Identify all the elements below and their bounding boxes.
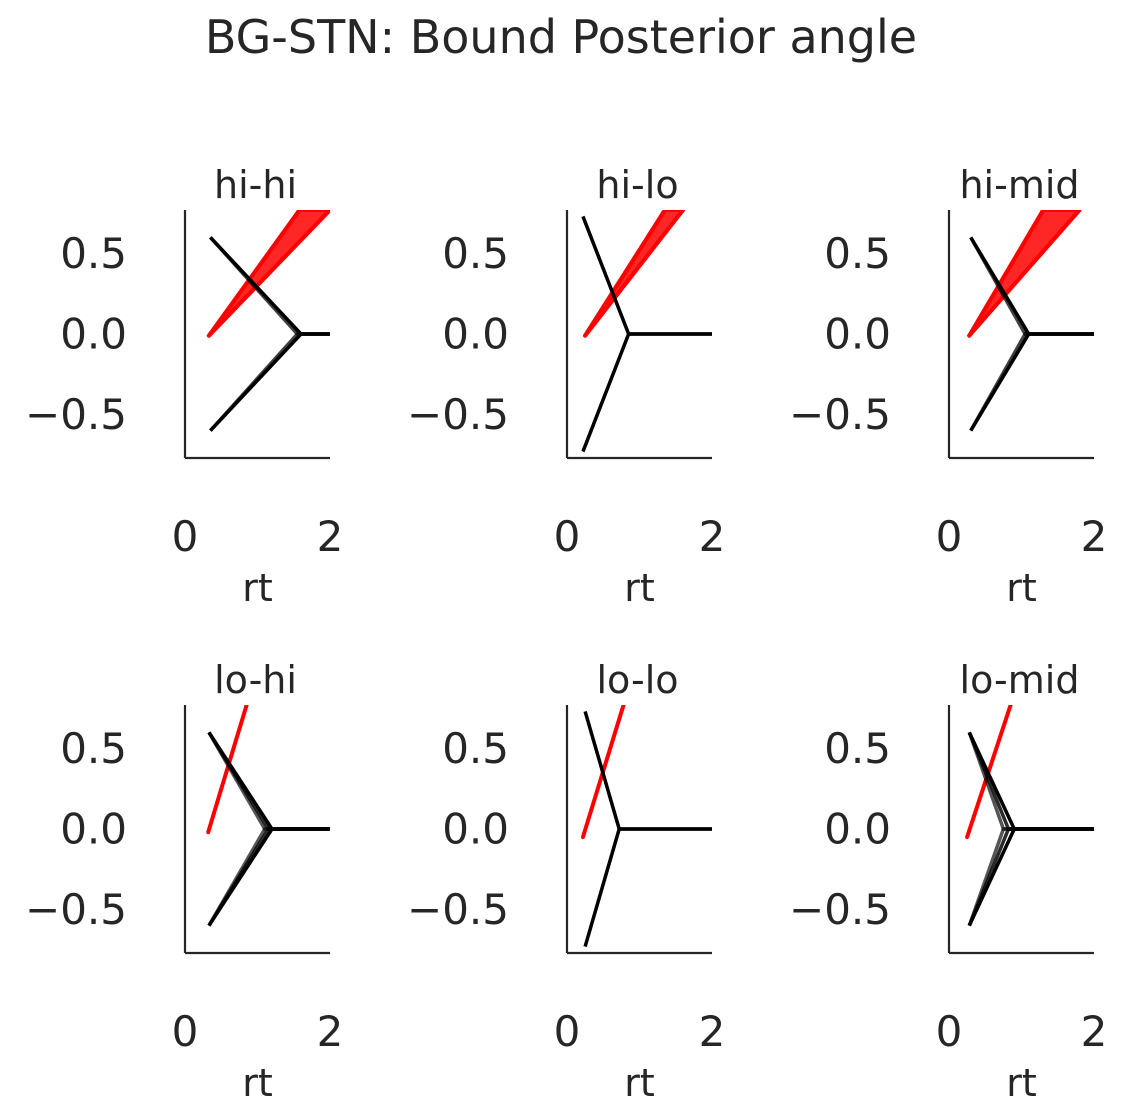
lower-bound-line-3 [207,827,330,927]
x-tick-label: 2 [1081,1007,1108,1056]
x-axis-label: rt [624,1061,655,1105]
y-tick-label: 0.5 [60,724,127,773]
x-axis-label: rt [242,566,273,610]
lower-bound-line-1 [209,332,330,432]
panel-title: lo-mid [960,658,1080,702]
x-tick-label: 2 [699,512,726,561]
x-tick-label: 0 [554,1007,581,1056]
lower-bound-line-2 [967,827,1094,927]
x-tick-label: 2 [1081,512,1108,561]
trajectory-line-1 [967,210,1046,338]
y-tick-label: 0.5 [60,229,127,278]
lower-bound-line-1 [207,827,330,927]
y-tick-label: −0.5 [789,390,891,439]
trajectory-line-1 [206,210,302,338]
x-tick-label: 0 [936,1007,963,1056]
panel-lo-mid: lo-mid 0.5 0.0 −0.5 0 2 rt [789,658,1107,1105]
y-tick-label: 0.0 [60,805,127,854]
y-tick-label: 0.0 [60,310,127,359]
panel-lo-lo: lo-lo 0.5 0.0 −0.5 0 2 rt [407,658,725,1105]
y-tick-label: 0.5 [442,229,509,278]
lower-bound-line-3 [967,827,1094,927]
lower-bound-line-1 [581,332,712,453]
panel-hi-lo: hi-lo 0.5 0.0 −0.5 0 2 rt [407,163,725,610]
y-tick-label: 0.5 [442,724,509,773]
plot-area [965,705,1094,927]
x-axis-label: rt [242,1061,273,1105]
y-tick-label: 0.0 [442,805,509,854]
y-tick-label: −0.5 [25,390,127,439]
x-axis-label: rt [1006,1061,1037,1105]
upper-bound-line-1 [207,731,330,831]
plot-area [206,705,330,927]
lower-bound-line-1 [583,827,712,948]
x-axis-label: rt [1006,566,1037,610]
lower-bound-line-2 [207,827,330,927]
x-tick-label: 0 [554,512,581,561]
upper-bound-line-3 [207,731,330,831]
x-tick-label: 0 [936,512,963,561]
panel-title: hi-mid [959,163,1079,207]
panel-title: hi-lo [596,163,678,207]
plot-area [967,210,1094,432]
upper-bound-line-2 [207,731,330,831]
panel-hi-hi: hi-hi 0.5 0.0 −0.5 0 2 rt [25,163,343,610]
panel-title: lo-lo [596,658,678,702]
y-tick-label: 0.0 [442,310,509,359]
plot-area [206,210,330,432]
y-tick-label: −0.5 [789,885,891,934]
figure-title: BG-STN: Bound Posterior angle [205,10,917,64]
y-tick-label: 0.0 [824,310,891,359]
y-tick-label: 0.5 [824,724,891,773]
trajectory-line-2 [583,210,685,338]
plot-area [581,210,712,453]
x-tick-label: 0 [172,512,199,561]
trajectory-line-1 [206,705,249,835]
lower-bound-line-2 [209,332,330,432]
panel-lo-hi: lo-hi 0.5 0.0 −0.5 0 2 rt [25,658,343,1105]
y-tick-label: −0.5 [407,390,509,439]
plot-area [580,705,712,948]
x-axis-label: rt [624,566,655,610]
y-tick-label: 0.5 [824,229,891,278]
x-tick-label: 2 [317,1007,344,1056]
trajectory-line-2 [206,210,330,338]
lower-bound-line-2 [969,332,1094,432]
panel-title: lo-hi [214,658,297,702]
x-tick-label: 2 [317,512,344,561]
upper-bound-line-2 [967,731,1094,831]
panel-title: hi-hi [214,163,297,207]
panel-hi-mid: hi-mid 0.5 0.0 −0.5 0 2 rt [789,163,1107,610]
x-tick-label: 2 [699,1007,726,1056]
lower-bound-line-1 [969,332,1094,432]
trajectory-line-2 [967,210,1082,338]
trajectory-line-1 [583,210,667,338]
y-tick-label: 0.0 [824,805,891,854]
x-tick-label: 0 [172,1007,199,1056]
y-tick-label: −0.5 [25,885,127,934]
y-tick-label: −0.5 [407,885,509,934]
